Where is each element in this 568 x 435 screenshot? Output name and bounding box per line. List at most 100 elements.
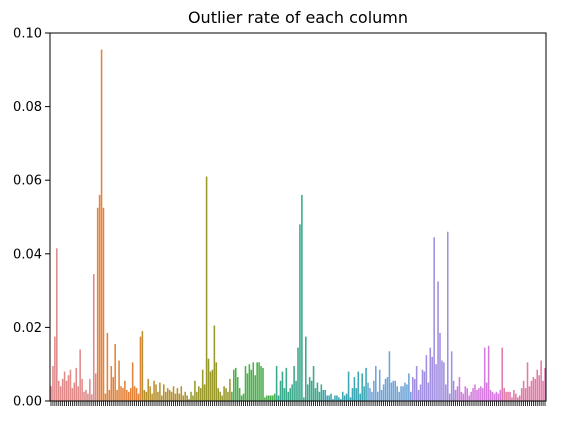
bar	[81, 378, 83, 401]
bar	[231, 391, 233, 401]
bar	[100, 49, 103, 402]
bar	[357, 371, 360, 401]
bar	[445, 384, 447, 401]
bar	[96, 207, 99, 401]
bar	[92, 274, 95, 401]
bar	[122, 388, 124, 401]
bar	[256, 362, 258, 401]
bar	[102, 207, 105, 401]
bar	[538, 375, 540, 401]
bar	[375, 366, 377, 401]
bar	[190, 391, 192, 401]
bar	[334, 395, 336, 401]
bar	[415, 366, 418, 401]
bar	[277, 395, 280, 401]
chart-title: Outlier rate of each column	[188, 8, 408, 27]
bar	[524, 388, 527, 401]
y-tick-label: 0.08	[13, 100, 42, 115]
bar	[353, 377, 356, 401]
y-tick-label: 0.10	[13, 27, 42, 42]
bar	[170, 391, 173, 401]
bar	[215, 362, 218, 401]
bar	[129, 388, 132, 401]
bar	[530, 380, 533, 401]
bar	[104, 393, 107, 401]
bar	[126, 389, 128, 401]
bar	[341, 391, 344, 401]
bar	[91, 394, 93, 401]
bar	[184, 391, 186, 401]
bar	[382, 384, 385, 401]
bar	[120, 386, 122, 401]
bar	[505, 391, 507, 401]
bar	[472, 388, 474, 401]
bar	[52, 366, 54, 401]
bar	[219, 391, 221, 401]
bar	[536, 369, 539, 401]
y-axis: 0.00 0.02 0.04 0.06 0.08 0.10	[13, 27, 50, 410]
bar	[227, 391, 229, 401]
y-tick-label: 0.02	[13, 321, 42, 336]
bar	[528, 386, 531, 401]
bar	[128, 391, 130, 401]
bar	[458, 377, 461, 401]
bar	[124, 380, 126, 401]
bar	[509, 391, 511, 401]
y-tick-label: 0.04	[13, 247, 42, 262]
bar	[470, 391, 472, 401]
bar	[141, 331, 144, 401]
bar	[413, 378, 416, 401]
bar	[293, 366, 295, 401]
bar	[466, 388, 469, 401]
bar	[478, 388, 480, 401]
bar	[507, 391, 509, 401]
bar	[406, 384, 408, 401]
bar	[369, 388, 371, 401]
bar	[50, 386, 52, 401]
bar	[305, 336, 307, 401]
bar	[373, 380, 375, 401]
bar	[54, 336, 56, 401]
bar	[168, 389, 171, 401]
bar	[345, 393, 348, 401]
bar	[196, 391, 198, 401]
bar	[441, 360, 443, 401]
bar	[176, 388, 179, 401]
bar	[532, 377, 535, 401]
bar	[155, 384, 157, 401]
bar	[314, 388, 317, 401]
bar	[400, 386, 402, 401]
bar	[338, 397, 340, 401]
bar	[485, 382, 488, 401]
bar	[452, 380, 455, 401]
bar	[540, 360, 542, 401]
bar	[544, 367, 546, 401]
bar	[147, 378, 150, 401]
bar	[429, 347, 432, 401]
bar	[287, 391, 290, 401]
bar	[116, 389, 118, 401]
bar	[464, 386, 467, 401]
bar	[443, 362, 445, 401]
bar	[435, 364, 437, 401]
bar	[188, 399, 190, 401]
bar	[238, 388, 241, 401]
bar	[182, 395, 185, 401]
bar	[454, 389, 457, 401]
bar	[402, 386, 404, 401]
bar	[526, 362, 529, 401]
bar	[462, 393, 465, 401]
bar	[456, 386, 459, 401]
bar	[87, 393, 89, 401]
bar	[291, 384, 293, 401]
bar	[166, 388, 169, 401]
bar	[283, 388, 286, 401]
bar	[69, 369, 72, 401]
bar	[236, 377, 239, 401]
bar	[79, 349, 81, 401]
bar	[73, 382, 76, 401]
bar	[365, 367, 367, 401]
bar	[448, 393, 451, 401]
bar	[349, 397, 352, 401]
